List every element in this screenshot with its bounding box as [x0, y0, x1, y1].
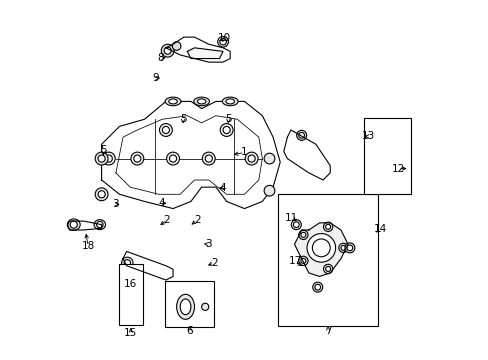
Text: 4: 4 [158, 198, 164, 208]
Circle shape [124, 260, 130, 266]
Text: 13: 13 [362, 131, 375, 141]
Text: 18: 18 [81, 241, 95, 251]
Polygon shape [187, 48, 223, 59]
Polygon shape [294, 223, 347, 276]
Circle shape [166, 152, 179, 165]
Circle shape [293, 222, 299, 228]
Circle shape [340, 246, 345, 250]
Circle shape [298, 256, 307, 266]
Circle shape [306, 234, 335, 262]
Circle shape [346, 245, 352, 251]
Circle shape [323, 264, 332, 274]
Circle shape [220, 39, 226, 45]
Circle shape [264, 185, 274, 196]
Circle shape [70, 221, 77, 228]
Text: 17: 17 [288, 256, 301, 266]
Circle shape [220, 123, 233, 136]
Bar [278, 194, 377, 327]
Circle shape [172, 42, 181, 50]
Bar [119, 264, 143, 325]
Text: 2: 2 [163, 215, 170, 225]
Circle shape [162, 126, 169, 134]
Text: 4: 4 [219, 183, 226, 193]
Circle shape [325, 224, 330, 229]
Bar [364, 118, 410, 194]
Circle shape [247, 155, 255, 162]
Text: 7: 7 [324, 326, 331, 336]
Ellipse shape [94, 220, 105, 230]
Circle shape [296, 130, 306, 140]
Text: 5: 5 [100, 145, 106, 155]
Ellipse shape [193, 97, 209, 106]
Ellipse shape [176, 294, 194, 319]
Circle shape [217, 36, 228, 47]
Circle shape [298, 230, 307, 239]
Circle shape [122, 257, 133, 269]
Circle shape [97, 221, 103, 228]
Polygon shape [165, 37, 230, 62]
Text: 12: 12 [391, 163, 404, 174]
Circle shape [98, 191, 105, 198]
Circle shape [205, 155, 212, 162]
Bar [165, 282, 214, 327]
Circle shape [134, 155, 141, 162]
Polygon shape [283, 130, 329, 180]
Text: 2: 2 [194, 215, 200, 225]
Circle shape [244, 152, 258, 165]
Ellipse shape [222, 97, 238, 106]
Ellipse shape [197, 99, 205, 104]
Polygon shape [67, 221, 102, 230]
Circle shape [298, 132, 304, 138]
Circle shape [344, 243, 354, 253]
Ellipse shape [225, 99, 234, 104]
Circle shape [161, 44, 174, 57]
Circle shape [105, 155, 112, 162]
Circle shape [169, 155, 176, 162]
Circle shape [300, 232, 305, 237]
Text: 15: 15 [124, 328, 137, 338]
Circle shape [300, 258, 305, 264]
Text: 16: 16 [124, 279, 137, 289]
Ellipse shape [95, 188, 108, 201]
Circle shape [164, 47, 171, 54]
Circle shape [201, 303, 208, 310]
Polygon shape [102, 102, 280, 208]
Polygon shape [123, 251, 173, 280]
Text: 1: 1 [241, 148, 247, 157]
Ellipse shape [165, 97, 181, 106]
Circle shape [223, 126, 230, 134]
Circle shape [98, 155, 105, 162]
Circle shape [264, 153, 274, 164]
Text: 5: 5 [224, 113, 231, 123]
Circle shape [314, 284, 320, 290]
Circle shape [338, 243, 347, 252]
Circle shape [312, 239, 329, 257]
Text: 2: 2 [210, 258, 217, 268]
Circle shape [312, 282, 322, 292]
Ellipse shape [95, 152, 108, 165]
Circle shape [291, 220, 301, 230]
Ellipse shape [180, 299, 190, 315]
Circle shape [323, 222, 332, 231]
Ellipse shape [168, 99, 177, 104]
Circle shape [202, 152, 215, 165]
Text: 3: 3 [112, 199, 118, 209]
Text: 8: 8 [157, 53, 163, 63]
Text: 9: 9 [152, 73, 158, 83]
Text: 10: 10 [218, 33, 231, 43]
Circle shape [102, 152, 115, 165]
Ellipse shape [67, 219, 80, 230]
Circle shape [325, 266, 330, 271]
Text: 11: 11 [285, 212, 298, 222]
Text: 3: 3 [204, 239, 211, 249]
Circle shape [131, 152, 143, 165]
Circle shape [159, 123, 172, 136]
Text: 5: 5 [180, 113, 186, 123]
Text: 6: 6 [186, 326, 193, 336]
Text: 14: 14 [373, 224, 386, 234]
